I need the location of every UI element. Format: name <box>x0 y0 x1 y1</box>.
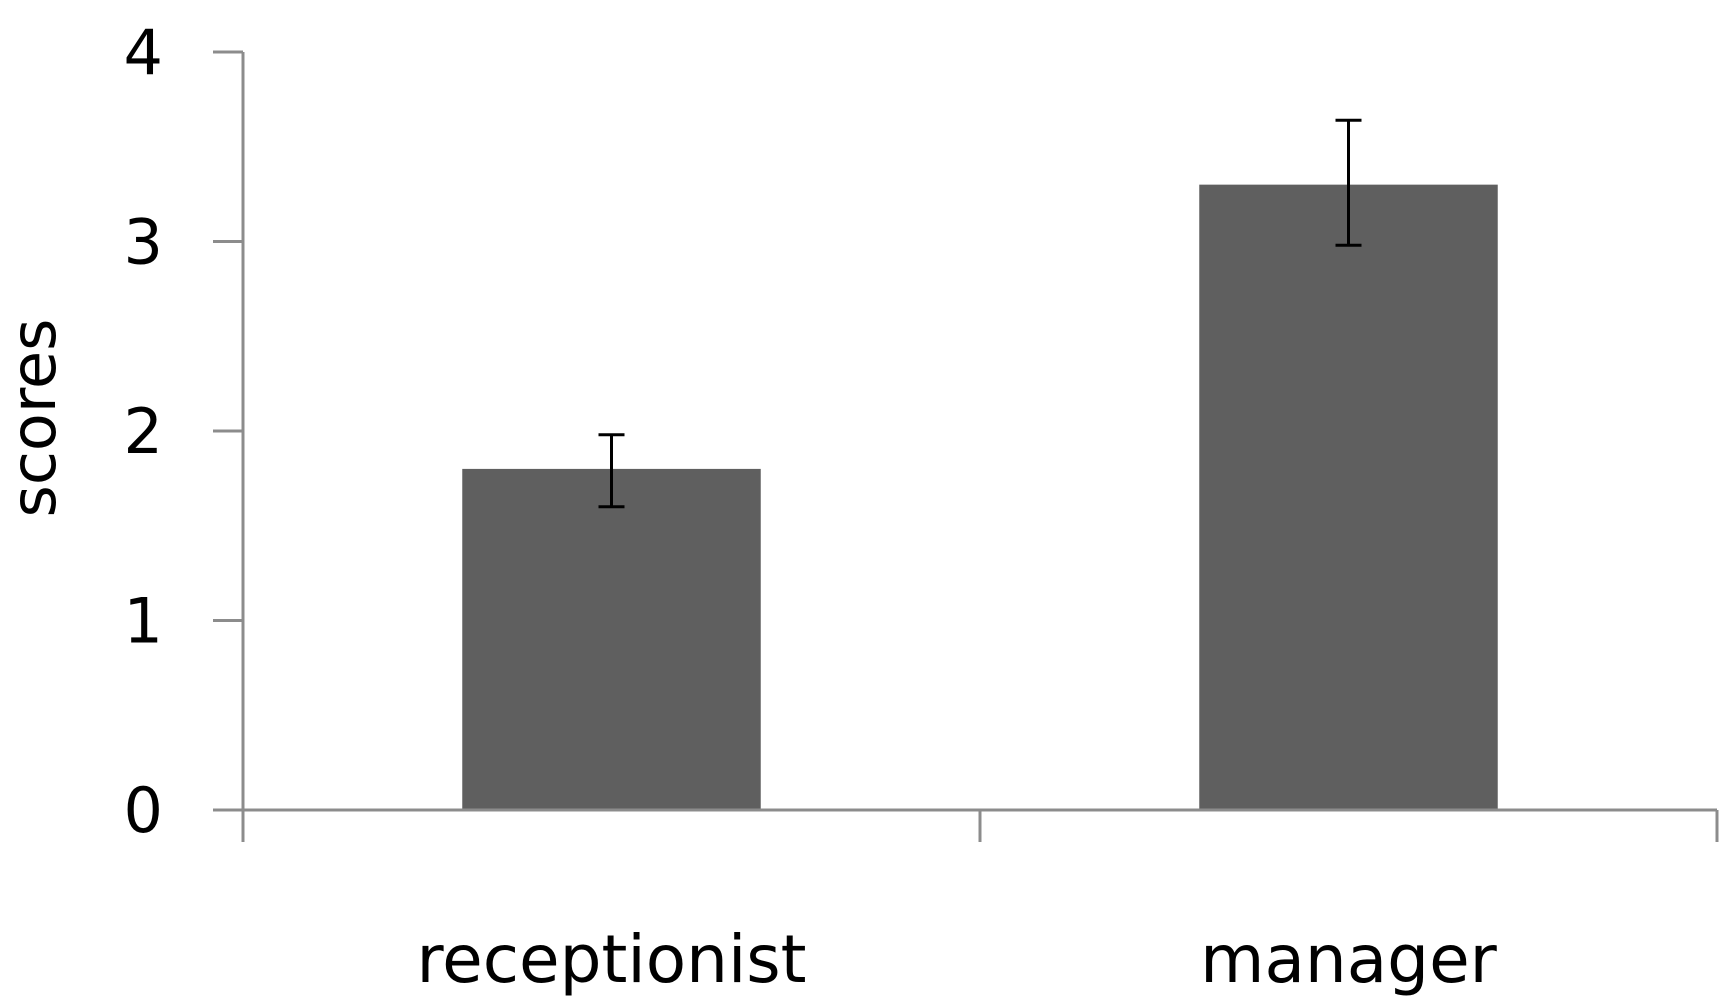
x-tick-label-manager: manager <box>1200 921 1498 998</box>
bar-receptionist <box>462 468 761 810</box>
x-tick-labels: receptionist manager <box>416 921 1497 998</box>
bars-layer <box>462 184 1498 810</box>
y-tick-label: 0 <box>124 774 163 847</box>
y-tick-label: 1 <box>124 585 163 658</box>
y-tick-label: 3 <box>124 206 163 279</box>
error-bar-manager <box>1335 118 1362 247</box>
y-tick-label: 4 <box>124 16 163 89</box>
y-axis-title: scores <box>0 319 70 518</box>
error-bar-receptionist <box>598 433 625 509</box>
x-ticks <box>241 810 1719 842</box>
errorbars-layer <box>598 118 1362 509</box>
y-ticks: 0 1 2 3 4 <box>124 16 243 847</box>
bar-manager <box>1199 184 1498 810</box>
axes-layer <box>213 52 1717 842</box>
x-tick-label-receptionist: receptionist <box>416 921 806 998</box>
y-tick-label: 2 <box>124 395 163 468</box>
